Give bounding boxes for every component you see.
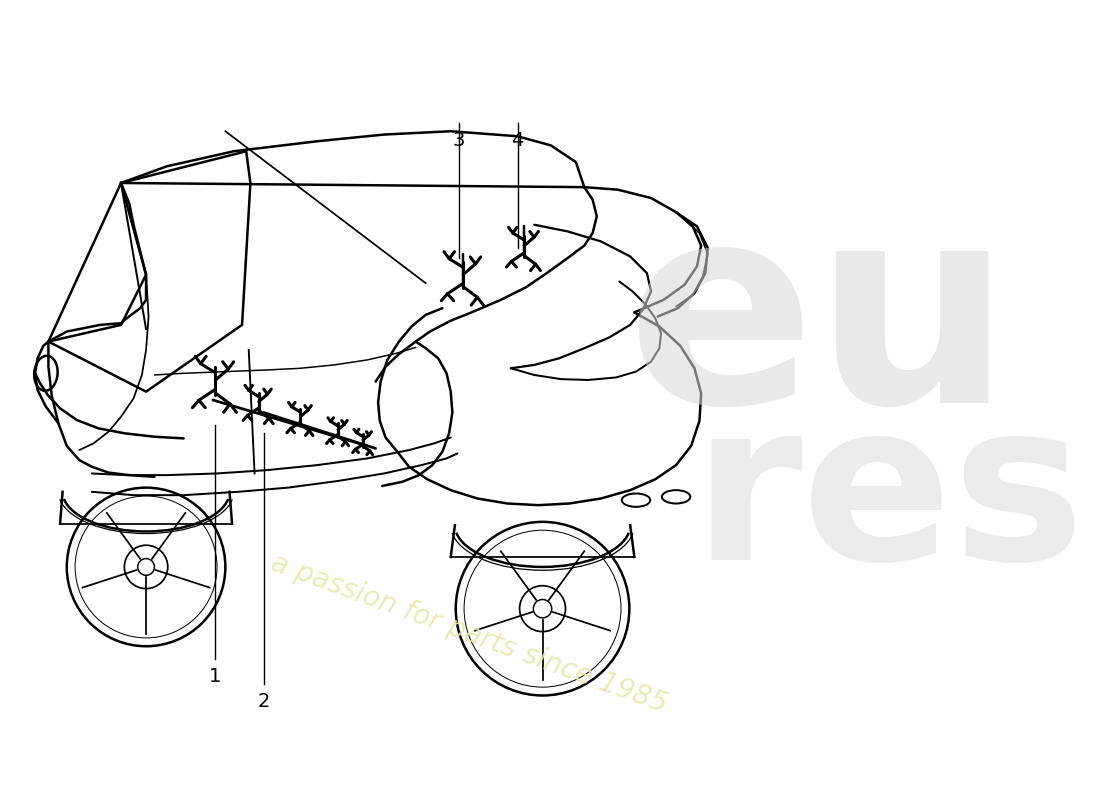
- Text: 2: 2: [257, 692, 270, 711]
- Text: res: res: [693, 392, 1086, 606]
- Text: 1: 1: [209, 667, 221, 686]
- Text: eu: eu: [626, 191, 1012, 462]
- Text: 4: 4: [512, 131, 524, 150]
- Text: 3: 3: [453, 131, 465, 150]
- Text: a passion for parts since 1985: a passion for parts since 1985: [267, 549, 671, 718]
